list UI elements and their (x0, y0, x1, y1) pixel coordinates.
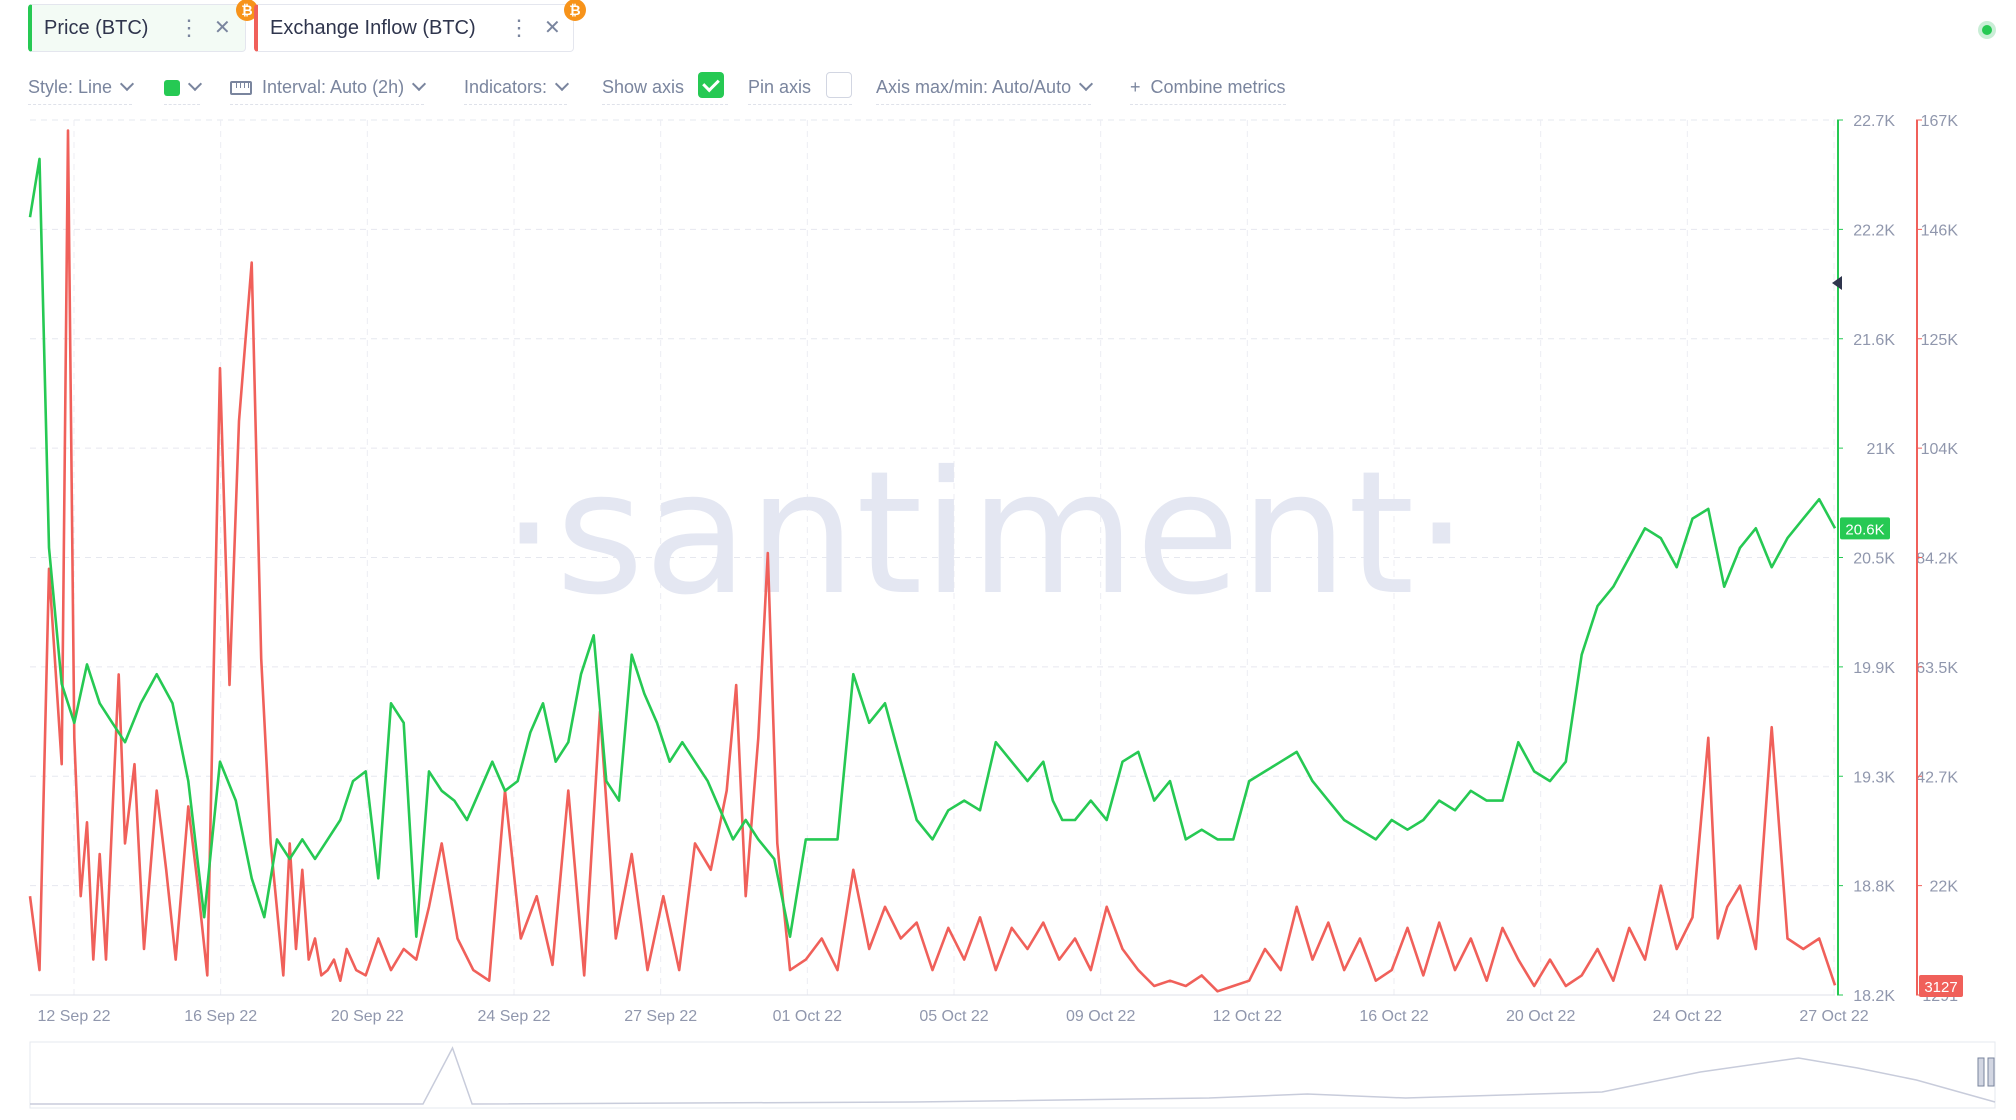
price-close-icon[interactable]: ✕ (214, 17, 231, 39)
watermark: ·santiment· (501, 435, 1468, 633)
price-axis-tick: 19.9K (1853, 660, 1895, 677)
price-axis-tick: 18.8K (1853, 879, 1895, 896)
color-swatch (164, 80, 180, 97)
inflow-close-icon[interactable]: ✕ (544, 17, 561, 39)
bitcoin-icon: ₿ (564, 0, 586, 21)
x-axis-tick: 20 Oct 22 (1506, 1008, 1575, 1025)
combine-metrics-label: Combine metrics (1150, 77, 1286, 97)
price-current-label: 20.6K (1845, 521, 1884, 538)
series-layer (28, 129, 1837, 993)
combine-metrics-button[interactable]: + Combine metrics (1130, 70, 1286, 105)
indicators-dropdown[interactable]: Indicators: (464, 70, 570, 105)
style-dropdown[interactable]: Style: Line (28, 70, 135, 105)
price-axis-tick: 20.5K (1853, 551, 1895, 568)
show-axis-checkbox[interactable] (698, 72, 724, 98)
color-dropdown[interactable] (164, 70, 203, 105)
x-axis-tick: 27 Sep 22 (624, 1008, 697, 1025)
inflow-series-line (28, 129, 1837, 993)
x-axis-tick: 24 Oct 22 (1653, 1008, 1722, 1025)
show-axis-toggle[interactable]: Show axis (602, 70, 728, 105)
axis-maxmin-label: Axis max/min: Auto/Auto (876, 77, 1072, 97)
metric-tab-inflow-label: Exchange Inflow (BTC) (270, 16, 476, 39)
inflow-current-label: 3127 (1924, 979, 1957, 996)
ruler-icon (230, 81, 252, 96)
inflow-axis-tick: 22K (1930, 879, 1959, 896)
x-axis-tick: 16 Sep 22 (184, 1008, 257, 1025)
inflow-axis-tick: 84.2K (1916, 551, 1958, 568)
show-axis-label: Show axis (602, 77, 685, 97)
x-axis-tick: 05 Oct 22 (919, 1008, 988, 1025)
x-axis-tick: 01 Oct 22 (773, 1008, 842, 1025)
live-status-icon (1978, 21, 1996, 39)
x-axis-tick: 12 Oct 22 (1213, 1008, 1282, 1025)
metric-tab-price-label: Price (BTC) (44, 16, 149, 39)
price-menu-icon[interactable]: ⋮ (178, 15, 200, 40)
navigator-frame (29, 1041, 1996, 1109)
price-axis-tick: 18.2K (1853, 988, 1895, 1005)
x-axis-tick: 27 Oct 22 (1799, 1008, 1868, 1025)
inflow-axis-tick: 63.5K (1916, 660, 1958, 677)
plus-icon: + (1130, 77, 1141, 97)
x-axis-tick: 24 Sep 22 (478, 1008, 551, 1025)
inflow-menu-icon[interactable]: ⋮ (508, 15, 530, 40)
inflow-axis-tick: 42.7K (1916, 769, 1958, 786)
inflow-axis-tick: 125K (1921, 332, 1959, 349)
bitcoin-icon: ₿ (236, 0, 258, 21)
x-axis-tick: 09 Oct 22 (1066, 1008, 1135, 1025)
axes: 22.7K 22.2K 21.6K 21K 20.5K 19.9K 19.3K 18.8K 18… (30, 113, 1963, 1025)
pin-axis-label: Pin axis (748, 77, 812, 97)
navigator-handle-icon (1987, 1057, 1995, 1087)
navigator (29, 1041, 1996, 1109)
x-axis-tick: 16 Oct 22 (1359, 1008, 1428, 1025)
navigator-handle-icon (1977, 1057, 1985, 1087)
indicators-label: Indicators: (464, 77, 548, 97)
navigator-line (30, 1046, 1996, 1105)
metric-tab-price[interactable]: Price (BTC) ⋮ ✕ ₿ (28, 0, 258, 52)
inflow-axis-tick: 146K (1921, 222, 1959, 239)
price-axis-tick: 22.2K (1853, 222, 1895, 239)
pin-axis-toggle[interactable]: Pin axis (748, 70, 852, 105)
price-axis-tick: 19.3K (1853, 769, 1895, 786)
price-series-line (28, 157, 1837, 938)
inflow-current-badge (1919, 975, 1963, 997)
axis-pointer-icon (1832, 276, 1842, 290)
price-axis-tick: 22.7K (1853, 113, 1895, 130)
inflow-axis-tick: 104K (1921, 441, 1959, 458)
inflow-axis-tick: 167K (1921, 113, 1959, 130)
metric-tab-inflow[interactable]: Exchange Inflow (BTC) ⋮ ✕ ₿ (254, 0, 586, 52)
price-current-badge (1840, 517, 1890, 540)
pin-axis-checkbox[interactable] (826, 72, 852, 98)
axis-maxmin-dropdown[interactable]: Axis max/min: Auto/Auto (876, 70, 1094, 105)
interval-label: Interval: Auto (2h) (262, 77, 405, 97)
price-axis-tick: 21.6K (1853, 332, 1895, 349)
style-label: Style: Line (28, 77, 113, 97)
interval-dropdown[interactable]: Interval: Auto (2h) (230, 70, 427, 105)
x-axis-tick: 20 Sep 22 (331, 1008, 404, 1025)
x-axis-tick: 12 Sep 22 (38, 1008, 111, 1025)
price-axis-tick: 21K (1867, 441, 1896, 458)
